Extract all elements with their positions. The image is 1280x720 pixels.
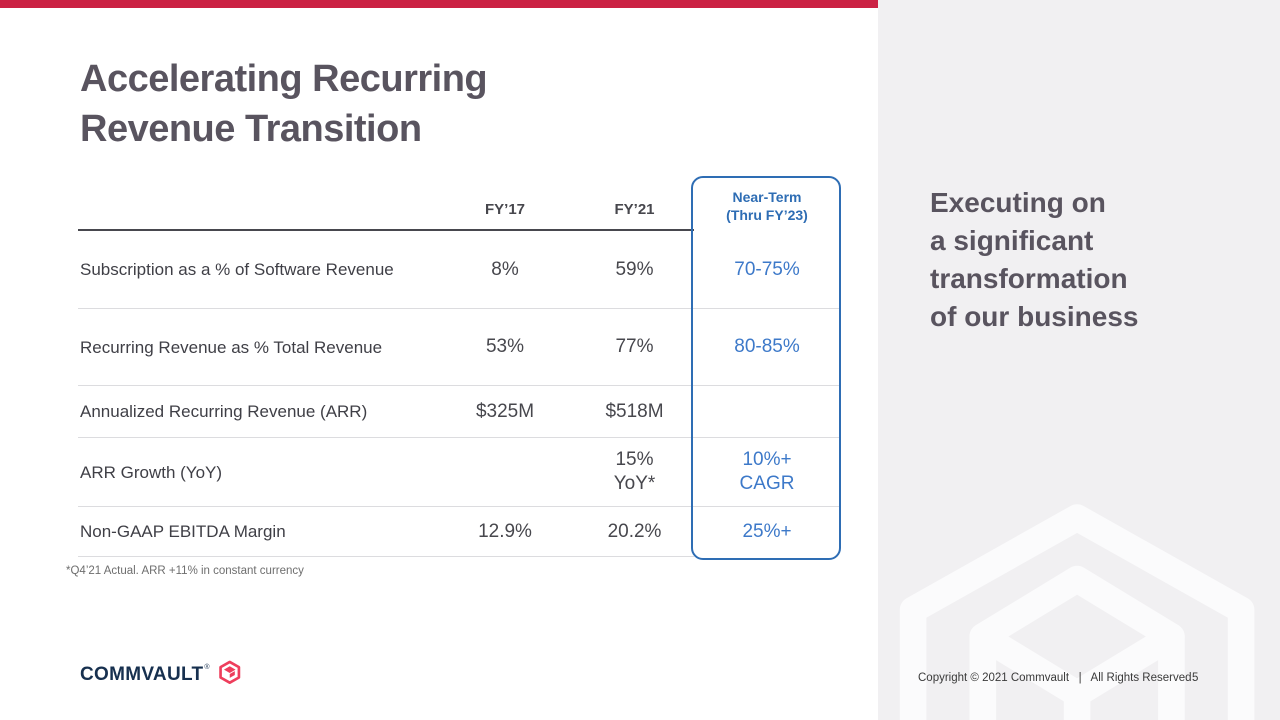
registered-mark: ® — [204, 664, 210, 671]
metrics-grid: FY’17 FY’21 Near-Term (Thru FY’23) Subsc… — [78, 176, 840, 557]
row-label: Subscription as a % of Software Revenue — [78, 231, 435, 309]
row-label: Recurring Revenue as % Total Revenue — [78, 309, 435, 386]
top-accent-bar — [0, 0, 1280, 8]
commvault-logo-text: COMMVAULT — [80, 663, 204, 685]
headline-line-4: of our business — [930, 301, 1139, 332]
cell-near-term: 70-75% — [694, 231, 840, 309]
cell-near-term: 80-85% — [694, 309, 840, 386]
headline-line-2: a significant — [930, 225, 1094, 256]
footnote: *Q4’21 Actual. ARR +11% in constant curr… — [66, 565, 304, 577]
headline-line-3: transformation — [930, 263, 1128, 294]
copyright-text: Copyright © 2021 Commvault | All Rights … — [918, 672, 1192, 684]
column-header-empty — [78, 176, 435, 231]
page-number: 5 — [1192, 672, 1199, 684]
cell-fy17: $325M — [435, 386, 575, 438]
slide-title: Accelerating Recurring Revenue Transitio… — [80, 54, 488, 154]
row-label: Annualized Recurring Revenue (ARR) — [78, 386, 435, 438]
sidebar-panel: Executing on a significant transformatio… — [878, 0, 1280, 720]
cell-near-term: 10%+ CAGR — [694, 438, 840, 507]
column-header-fy21: FY’21 — [575, 176, 694, 231]
title-line-1: Accelerating Recurring — [80, 58, 488, 100]
sidebar-headline: Executing on a significant transformatio… — [930, 184, 1138, 336]
cell-fy21: 77% — [575, 309, 694, 386]
headline-line-1: Executing on — [930, 187, 1106, 218]
commvault-hexagon-icon — [218, 660, 240, 685]
column-header-fy17: FY’17 — [435, 176, 575, 231]
metrics-table: FY’17 FY’21 Near-Term (Thru FY’23) Subsc… — [78, 176, 841, 560]
title-line-2: Revenue Transition — [80, 108, 422, 150]
cell-fy21: 20.2% — [575, 507, 694, 557]
cell-near-term — [694, 386, 840, 438]
commvault-logo: COMMVAULT ® — [80, 660, 242, 689]
column-header-near-term: Near-Term (Thru FY’23) — [726, 189, 808, 223]
cell-fy17: 8% — [435, 231, 575, 309]
row-label: Non-GAAP EBITDA Margin — [78, 507, 435, 557]
cell-fy21: 15% YoY* — [575, 438, 694, 507]
cell-near-term: 25%+ — [742, 521, 792, 542]
cell-fy17: 12.9% — [435, 507, 575, 557]
row-label: ARR Growth (YoY) — [78, 438, 435, 507]
cell-fy17: 53% — [435, 309, 575, 386]
cell-fy17 — [435, 438, 575, 507]
cell-fy21: $518M — [575, 386, 694, 438]
cell-fy21: 59% — [575, 231, 694, 309]
commvault-watermark-icon — [899, 504, 1255, 720]
